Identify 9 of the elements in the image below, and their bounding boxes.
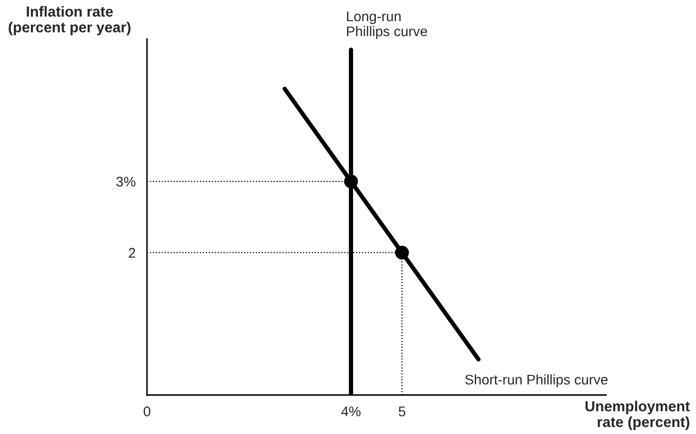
y-tick-label: 2 — [128, 248, 136, 258]
x-axis-title: Unemployment rate (percent) — [586, 400, 690, 430]
y-tick-label: 3% — [116, 176, 136, 187]
annotation: Short-run Phillips curve — [465, 374, 608, 388]
x-tick-label: 4% — [341, 406, 361, 416]
x-tick-label: 0 — [144, 406, 150, 416]
ref-line-label: Long-run Phillips curve — [347, 12, 428, 39]
x-tick-label: 5 — [398, 406, 406, 416]
y-axis-title: Inflation rate (percent per year) — [8, 6, 130, 36]
